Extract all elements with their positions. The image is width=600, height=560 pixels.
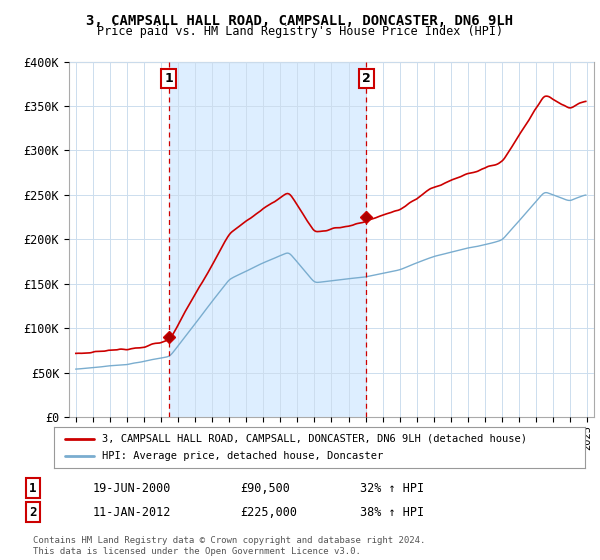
Text: 38% ↑ HPI: 38% ↑ HPI bbox=[360, 506, 424, 519]
Text: 3, CAMPSALL HALL ROAD, CAMPSALL, DONCASTER, DN6 9LH (detached house): 3, CAMPSALL HALL ROAD, CAMPSALL, DONCAST… bbox=[102, 433, 527, 444]
Text: 1: 1 bbox=[164, 72, 173, 85]
Bar bbox=[169, 62, 367, 417]
Text: Price paid vs. HM Land Registry's House Price Index (HPI): Price paid vs. HM Land Registry's House … bbox=[97, 25, 503, 38]
Text: Contains HM Land Registry data © Crown copyright and database right 2024.
This d: Contains HM Land Registry data © Crown c… bbox=[33, 536, 425, 556]
Text: £90,500: £90,500 bbox=[240, 482, 290, 495]
Text: 19-JUN-2000: 19-JUN-2000 bbox=[93, 482, 172, 495]
Text: 32% ↑ HPI: 32% ↑ HPI bbox=[360, 482, 424, 495]
Text: HPI: Average price, detached house, Doncaster: HPI: Average price, detached house, Donc… bbox=[102, 451, 383, 461]
Text: 2: 2 bbox=[29, 506, 37, 519]
Text: 3, CAMPSALL HALL ROAD, CAMPSALL, DONCASTER, DN6 9LH: 3, CAMPSALL HALL ROAD, CAMPSALL, DONCAST… bbox=[86, 14, 514, 28]
Text: 1: 1 bbox=[29, 482, 37, 495]
Text: 2: 2 bbox=[362, 72, 371, 85]
Text: £225,000: £225,000 bbox=[240, 506, 297, 519]
Text: 11-JAN-2012: 11-JAN-2012 bbox=[93, 506, 172, 519]
